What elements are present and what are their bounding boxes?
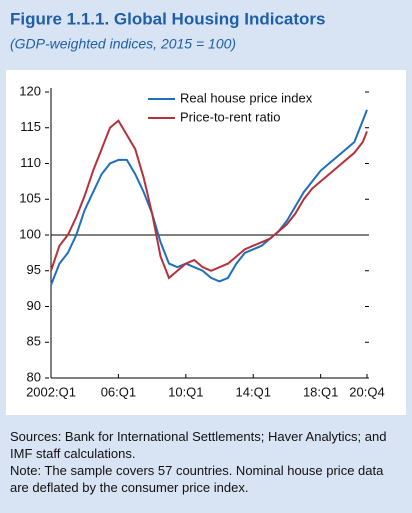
chart-subtitle: (GDP-weighted indices, 2015 = 100) — [10, 36, 236, 52]
y-tick-label: 80 — [27, 369, 41, 384]
y-tick-label: 110 — [20, 155, 41, 170]
legend-label: Price-to-rent ratio — [180, 109, 280, 124]
series-line — [50, 119, 368, 280]
series-line — [50, 109, 368, 286]
notes: Sources: Bank for International Settleme… — [10, 428, 402, 496]
x-tick-label: 18:Q1 — [303, 384, 338, 399]
y-tick-label: 90 — [27, 298, 41, 313]
note: Sources: Bank for International Settleme… — [10, 429, 387, 461]
x-tick-label: 10:Q1 — [168, 384, 203, 399]
y-tick-label: 105 — [19, 191, 41, 206]
y-tick-label: 115 — [20, 119, 41, 134]
x-tick-label: 20:Q4 — [349, 384, 384, 399]
x-tick-label: 14:Q1 — [236, 384, 271, 399]
y-tick-label: 95 — [27, 262, 41, 277]
x-tick-label: 2002:Q1 — [26, 384, 76, 399]
note: Note: The sample covers 57 countries. No… — [10, 463, 384, 495]
chart: Figure 1.1.1. Global Housing Indicators … — [6, 9, 406, 415]
chart-title: Figure 1.1.1. Global Housing Indicators — [10, 9, 326, 28]
y-tick-label: 120 — [19, 83, 41, 98]
y-tick-label: 85 — [27, 334, 41, 349]
y-tick-label: 100 — [19, 226, 41, 241]
x-tick-label: 06:Q1 — [101, 384, 136, 399]
legend-label: Real house price index — [180, 90, 313, 105]
